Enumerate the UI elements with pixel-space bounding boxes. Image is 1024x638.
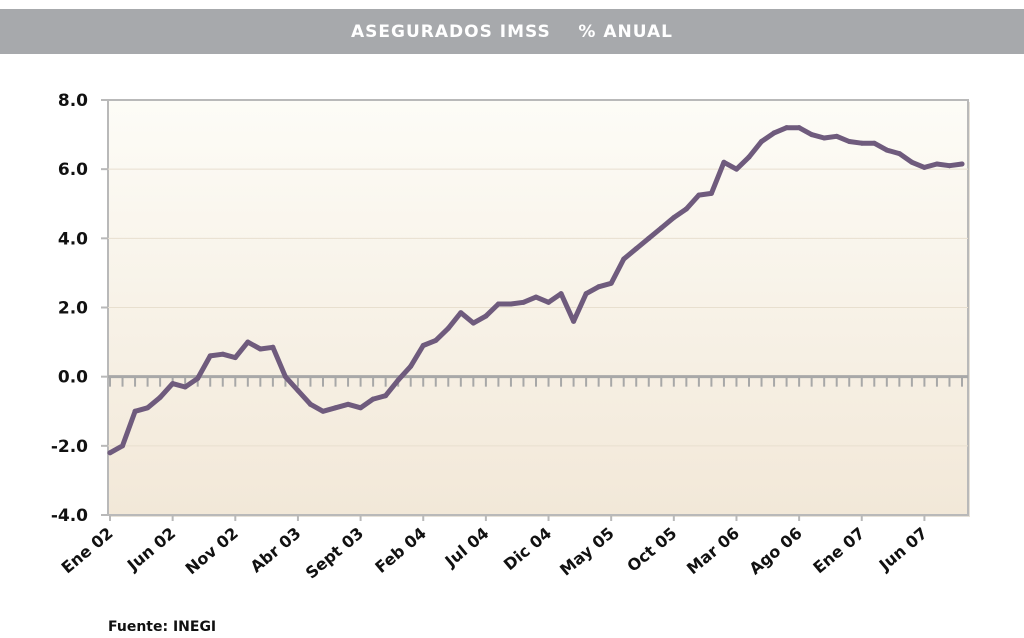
- data-point: [408, 363, 414, 369]
- x-tick-label: Jul 04: [441, 524, 493, 572]
- y-tick-label: 4.0: [58, 229, 88, 249]
- y-tick-label: -4.0: [51, 506, 88, 526]
- data-point: [633, 246, 639, 252]
- data-point: [921, 164, 927, 170]
- data-point: [533, 294, 539, 300]
- data-point: [483, 313, 489, 319]
- data-point: [583, 291, 589, 297]
- x-tick-label: Jun 02: [123, 524, 179, 576]
- y-tick-label: 2.0: [58, 299, 88, 319]
- data-point: [671, 215, 677, 221]
- y-tick-label: 6.0: [58, 160, 88, 180]
- data-point: [132, 408, 138, 414]
- data-point: [295, 388, 301, 393]
- data-point: [771, 130, 777, 136]
- data-point: [182, 384, 188, 390]
- data-point: [257, 346, 263, 352]
- data-point: [508, 301, 514, 307]
- data-point: [721, 159, 727, 165]
- data-point: [746, 154, 752, 160]
- data-point: [458, 310, 464, 316]
- data-point: [157, 394, 163, 400]
- data-point: [383, 393, 389, 399]
- data-point: [107, 450, 113, 456]
- data-point: [333, 405, 339, 411]
- data-point: [546, 299, 552, 305]
- data-point: [909, 159, 915, 165]
- data-point: [708, 190, 714, 196]
- data-point: [683, 206, 689, 212]
- x-tick-label: Ago 06: [745, 524, 805, 579]
- data-point: [282, 374, 288, 380]
- data-point: [433, 337, 439, 343]
- data-point: [395, 377, 401, 383]
- data-point: [370, 396, 376, 402]
- x-tick-label: Sept 03: [302, 524, 367, 583]
- data-point: [596, 284, 602, 290]
- x-tick-label: Mar 06: [683, 524, 743, 579]
- data-point: [859, 140, 865, 146]
- chart-title: ASEGURADOS IMSS % ANUAL: [351, 21, 673, 42]
- data-point: [495, 301, 501, 307]
- data-point: [658, 225, 664, 231]
- data-point: [245, 339, 251, 345]
- data-point: [834, 133, 840, 139]
- y-tick-label: 0.0: [58, 368, 88, 388]
- data-point: [358, 405, 364, 411]
- x-tick-label: Ene 07: [809, 524, 868, 578]
- data-point: [520, 299, 526, 305]
- data-point: [170, 381, 176, 387]
- x-tick-label: Oct 05: [623, 524, 680, 576]
- x-tick-label: May 05: [556, 524, 618, 580]
- data-point: [232, 355, 238, 361]
- x-tick-label: Feb 04: [371, 524, 429, 577]
- data-point: [946, 163, 952, 169]
- y-tick-label: -2.0: [51, 437, 88, 457]
- y-tick-label: 8.0: [58, 91, 88, 111]
- data-point: [120, 443, 126, 449]
- data-point: [646, 235, 652, 241]
- data-point: [558, 291, 564, 297]
- data-point: [759, 139, 765, 144]
- x-tick-label: Ene 02: [58, 524, 117, 578]
- data-point: [884, 147, 890, 153]
- data-point: [307, 401, 313, 407]
- data-point: [821, 135, 827, 141]
- data-point: [207, 353, 213, 359]
- data-point: [934, 161, 940, 167]
- source-note: Fuente: INEGI: [108, 619, 217, 635]
- data-point: [796, 125, 802, 131]
- data-point: [621, 256, 627, 262]
- x-tick-label: Jun 07: [875, 524, 931, 576]
- data-point: [445, 325, 451, 331]
- data-point: [784, 125, 790, 131]
- data-point: [345, 401, 351, 407]
- data-point: [220, 351, 226, 357]
- data-point: [320, 408, 326, 414]
- chart-title-bar: ASEGURADOS IMSS % ANUAL: [0, 9, 1024, 54]
- data-point: [696, 192, 702, 198]
- data-point: [270, 344, 276, 350]
- data-point: [420, 343, 426, 349]
- x-tick-label: Abr 03: [247, 524, 305, 577]
- data-point: [470, 320, 476, 326]
- data-point: [608, 280, 614, 286]
- data-point: [896, 151, 902, 157]
- data-point: [846, 139, 852, 144]
- data-point: [571, 318, 577, 324]
- data-point: [195, 375, 201, 381]
- data-point: [145, 405, 151, 411]
- data-point: [871, 140, 877, 146]
- data-point: [733, 166, 739, 172]
- data-point: [959, 161, 965, 167]
- x-tick-label: Dic 04: [500, 524, 555, 575]
- data-point: [809, 132, 815, 138]
- x-tick-label: Nov 02: [182, 524, 242, 579]
